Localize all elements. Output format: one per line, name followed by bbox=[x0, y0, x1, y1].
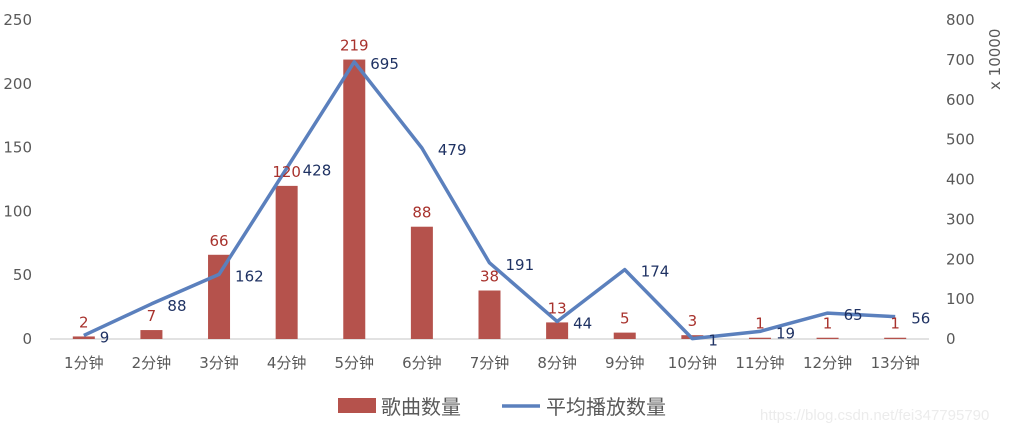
legend-bar-swatch bbox=[338, 398, 376, 413]
bar-data-label: 120 bbox=[272, 163, 301, 181]
x-tick-label: 3分钟 bbox=[199, 354, 239, 372]
bar bbox=[884, 337, 907, 339]
y-right-tick-label: 400 bbox=[946, 171, 975, 189]
legend-line-label: 平均播放数量 bbox=[546, 395, 666, 419]
line-data-label: 174 bbox=[641, 263, 670, 281]
bar bbox=[748, 337, 771, 339]
line-data-label: 695 bbox=[370, 55, 399, 73]
bar-data-label: 1 bbox=[890, 315, 900, 333]
bar-data-label: 13 bbox=[548, 299, 567, 317]
legend-bar-label: 歌曲数量 bbox=[381, 395, 461, 419]
bar bbox=[816, 337, 839, 339]
y-left-tick-label: 100 bbox=[3, 202, 32, 220]
y-left-tick-label: 50 bbox=[13, 266, 32, 284]
y-right-tick-label: 500 bbox=[946, 131, 975, 149]
bar-data-label: 1 bbox=[823, 315, 833, 333]
line-data-label: 479 bbox=[438, 141, 467, 159]
line-data-label: 9 bbox=[100, 328, 110, 346]
x-tick-label: 5分钟 bbox=[334, 354, 374, 372]
bar-data-label: 2 bbox=[79, 313, 89, 331]
line-data-label: 162 bbox=[235, 267, 264, 285]
y-right-tick-label: 0 bbox=[946, 330, 956, 348]
line-data-label: 19 bbox=[776, 324, 795, 342]
bar-data-label: 1 bbox=[755, 315, 765, 333]
bar-data-label: 5 bbox=[620, 310, 630, 328]
x-tick-label: 6分钟 bbox=[402, 354, 442, 372]
y-left-tick-label: 200 bbox=[3, 75, 32, 93]
bar bbox=[478, 290, 501, 339]
watermark: https://blog.csdn.net/fei347795790 bbox=[760, 407, 989, 424]
x-tick-label: 1分钟 bbox=[64, 354, 104, 372]
bar-data-label: 7 bbox=[147, 307, 157, 325]
line-series bbox=[83, 60, 896, 341]
bar-data-label: 66 bbox=[209, 232, 228, 250]
x-tick-label: 10分钟 bbox=[668, 354, 717, 372]
line-data-label: 191 bbox=[506, 256, 535, 274]
y-left-tick-label: 0 bbox=[22, 330, 32, 348]
x-tick-label: 11分钟 bbox=[735, 354, 784, 372]
y-right-tick-label: 100 bbox=[946, 290, 975, 308]
bar-data-label: 219 bbox=[340, 37, 369, 55]
bar-data-label: 3 bbox=[688, 312, 698, 330]
bar-data-label: 88 bbox=[412, 204, 431, 222]
bar bbox=[72, 336, 95, 339]
x-tick-label: 4分钟 bbox=[267, 354, 307, 372]
line-data-label: 44 bbox=[573, 314, 592, 332]
y-right-tick-label: 300 bbox=[946, 210, 975, 228]
x-tick-label: 8分钟 bbox=[537, 354, 577, 372]
x-tick-label: 7分钟 bbox=[470, 354, 510, 372]
y-right-tick-label: 800 bbox=[946, 11, 975, 29]
line-data-label: 65 bbox=[844, 306, 863, 324]
y-right-tick-label: 600 bbox=[946, 91, 975, 109]
x-tick-label: 9分钟 bbox=[605, 354, 645, 372]
bar bbox=[140, 330, 163, 339]
line-data-label: 1 bbox=[708, 332, 718, 350]
line-data-label: 428 bbox=[303, 161, 332, 179]
y-right-tick-label: 200 bbox=[946, 250, 975, 268]
bar bbox=[275, 185, 298, 339]
line-data-label: 56 bbox=[911, 310, 930, 328]
bar bbox=[546, 322, 569, 339]
x-tick-label: 12分钟 bbox=[803, 354, 852, 372]
y-left-tick-label: 250 bbox=[3, 11, 32, 29]
bar bbox=[613, 332, 636, 339]
bar bbox=[410, 226, 433, 339]
x-tick-label: 13分钟 bbox=[871, 354, 920, 372]
y-right-tick-label: 700 bbox=[946, 51, 975, 69]
x-tick-label: 2分钟 bbox=[132, 354, 172, 372]
bar bbox=[208, 254, 231, 339]
line-data-label: 88 bbox=[167, 297, 186, 315]
y-right-axis-label: x 10000 bbox=[986, 29, 1004, 90]
bar-data-label: 38 bbox=[480, 268, 499, 286]
y-left-tick-label: 150 bbox=[3, 139, 32, 157]
bar bbox=[343, 59, 366, 339]
